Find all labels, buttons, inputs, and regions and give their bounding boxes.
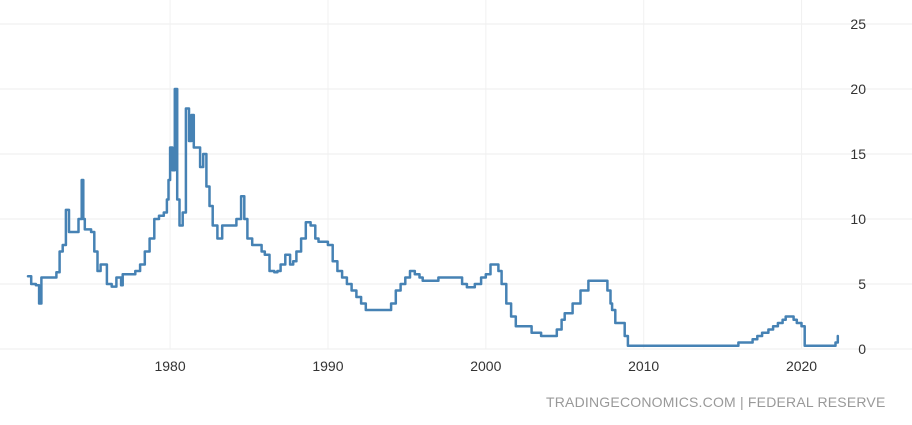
series-line-0 bbox=[26, 87, 840, 348]
source-attribution[interactable]: TRADINGECONOMICS.COM | FEDERAL RESERVE bbox=[546, 394, 886, 410]
x-tick-label-2020: 2020 bbox=[786, 358, 817, 374]
y-tick-label-10: 10 bbox=[850, 211, 866, 227]
x-axis-tick-labels: 1980 1990 2000 2010 2020 bbox=[154, 358, 817, 374]
x-tick-label-2010: 2010 bbox=[628, 358, 659, 374]
y-tick-label-5: 5 bbox=[858, 276, 866, 292]
y-tick-label-15: 15 bbox=[850, 146, 866, 162]
x-tick-label-2000: 2000 bbox=[470, 358, 501, 374]
series-lines bbox=[26, 87, 840, 348]
horizontal-gridlines bbox=[0, 23, 912, 350]
vertical-gridlines bbox=[169, 0, 803, 349]
y-tick-label-0: 0 bbox=[858, 341, 866, 357]
y-tick-label-20: 20 bbox=[850, 81, 866, 97]
x-tick-label-1990: 1990 bbox=[312, 358, 343, 374]
y-axis-tick-labels: 0 5 10 15 20 25 bbox=[850, 16, 866, 357]
y-tick-label-25: 25 bbox=[850, 16, 866, 32]
x-tick-label-1980: 1980 bbox=[154, 358, 185, 374]
